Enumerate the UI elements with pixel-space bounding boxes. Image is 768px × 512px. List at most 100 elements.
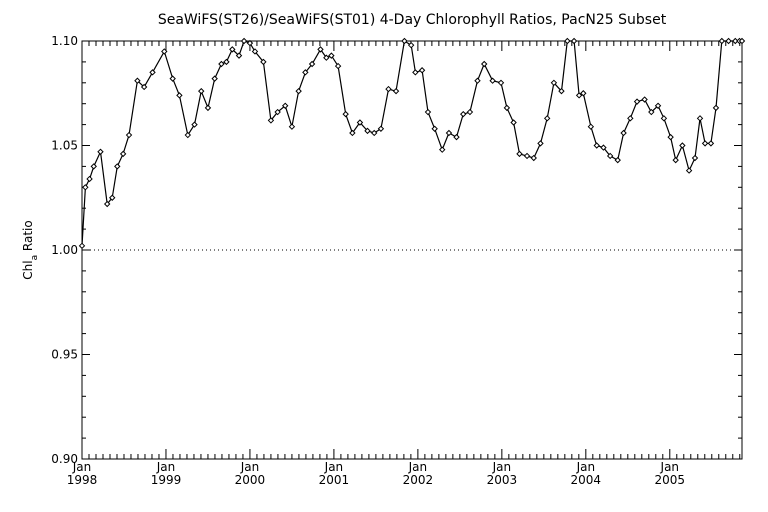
- data-point: [575, 92, 583, 99]
- data-point: [738, 37, 746, 45]
- data-point: [474, 77, 481, 84]
- x-tick-year: 1999: [151, 473, 182, 487]
- x-tick-month: Jan: [156, 460, 176, 474]
- data-point: [523, 152, 531, 160]
- data-point: [161, 48, 168, 55]
- data-point: [119, 150, 127, 158]
- data-point: [328, 52, 335, 59]
- data-point: [78, 242, 86, 250]
- data-point: [580, 90, 587, 97]
- data-point: [418, 67, 426, 74]
- data-point: [302, 69, 309, 76]
- x-tick-month: Jan: [576, 460, 596, 474]
- data-point: [712, 104, 720, 112]
- data-point: [543, 115, 551, 122]
- data-point: [587, 123, 595, 130]
- data-point: [308, 60, 316, 68]
- chart-title: SeaWiFS(ST26)/SeaWiFS(ST01) 4-Day Chloro…: [158, 12, 667, 28]
- data-point: [184, 131, 192, 139]
- data-point: [364, 127, 371, 135]
- x-tick-month: Jan: [492, 460, 512, 474]
- x-tick-month: Jan: [72, 460, 92, 474]
- data-point: [620, 129, 627, 137]
- data-point: [114, 163, 121, 170]
- data-point: [497, 79, 505, 87]
- data-point: [691, 154, 699, 162]
- data-point: [295, 87, 302, 95]
- data-point: [169, 75, 176, 82]
- data-point: [134, 77, 141, 84]
- data-point: [466, 108, 474, 116]
- data-point: [707, 140, 715, 147]
- data-point: [90, 163, 97, 170]
- data-point: [103, 200, 111, 208]
- data-point: [356, 119, 364, 126]
- data-point: [125, 131, 133, 139]
- data-point: [82, 184, 89, 191]
- data-point: [558, 87, 565, 95]
- y-axis-label-sub: a: [30, 255, 40, 261]
- data-point: [660, 115, 668, 122]
- series-line: [81, 40, 742, 246]
- data-point: [176, 92, 183, 99]
- data-point: [696, 115, 704, 122]
- y-tick-label: 0.90: [51, 452, 78, 466]
- data-point: [718, 37, 726, 45]
- data-point: [229, 46, 236, 53]
- x-tick-month: Jan: [660, 460, 680, 474]
- data-point: [235, 52, 243, 59]
- data-point: [424, 108, 432, 116]
- data-point: [439, 146, 446, 153]
- data-point: [342, 110, 349, 118]
- data-point: [218, 60, 225, 68]
- data-point: [385, 85, 392, 93]
- data-point: [648, 108, 655, 116]
- data-point: [371, 129, 378, 137]
- data-point: [109, 194, 116, 201]
- data-point: [281, 102, 289, 109]
- x-tick-month: Jan: [408, 460, 428, 474]
- data-point: [516, 150, 523, 158]
- data-point: [377, 125, 385, 132]
- plot-area: [78, 37, 746, 251]
- data-point: [481, 60, 488, 68]
- data-point: [349, 129, 356, 137]
- x-tick-month: Jan: [240, 460, 260, 474]
- data-point: [453, 133, 460, 141]
- data-point: [401, 37, 408, 45]
- data-point: [633, 98, 641, 105]
- y-tick-label: 0.95: [51, 348, 78, 362]
- data-point: [251, 48, 259, 55]
- y-tick-label: 1.10: [51, 34, 78, 48]
- data-point: [685, 167, 693, 174]
- data-point: [334, 62, 342, 70]
- data-point: [593, 142, 600, 149]
- data-point: [412, 69, 419, 76]
- data-point: [198, 87, 205, 95]
- data-point: [510, 119, 517, 126]
- y-tick-label: 1.05: [51, 139, 78, 153]
- data-point: [725, 37, 732, 45]
- data-point: [667, 133, 674, 141]
- data-point: [701, 140, 709, 147]
- y-axis-label: Chla Ratio: [21, 220, 40, 279]
- data-point: [246, 39, 254, 47]
- data-point: [240, 37, 248, 45]
- data-point: [550, 79, 558, 87]
- data-point: [267, 117, 275, 124]
- x-tick-year: 2004: [571, 473, 602, 487]
- data-point: [537, 140, 544, 147]
- data-point: [407, 41, 415, 49]
- data-point: [204, 104, 212, 112]
- data-point: [606, 152, 614, 160]
- data-point: [317, 46, 324, 53]
- x-tick-year: 2005: [655, 473, 686, 487]
- data-point: [260, 58, 267, 66]
- data-point: [211, 75, 218, 82]
- data-point: [460, 110, 467, 118]
- data-point: [654, 102, 662, 109]
- data-point: [672, 156, 679, 164]
- x-tick-month: Jan: [324, 460, 344, 474]
- data-point: [641, 96, 648, 103]
- data-point: [86, 175, 93, 183]
